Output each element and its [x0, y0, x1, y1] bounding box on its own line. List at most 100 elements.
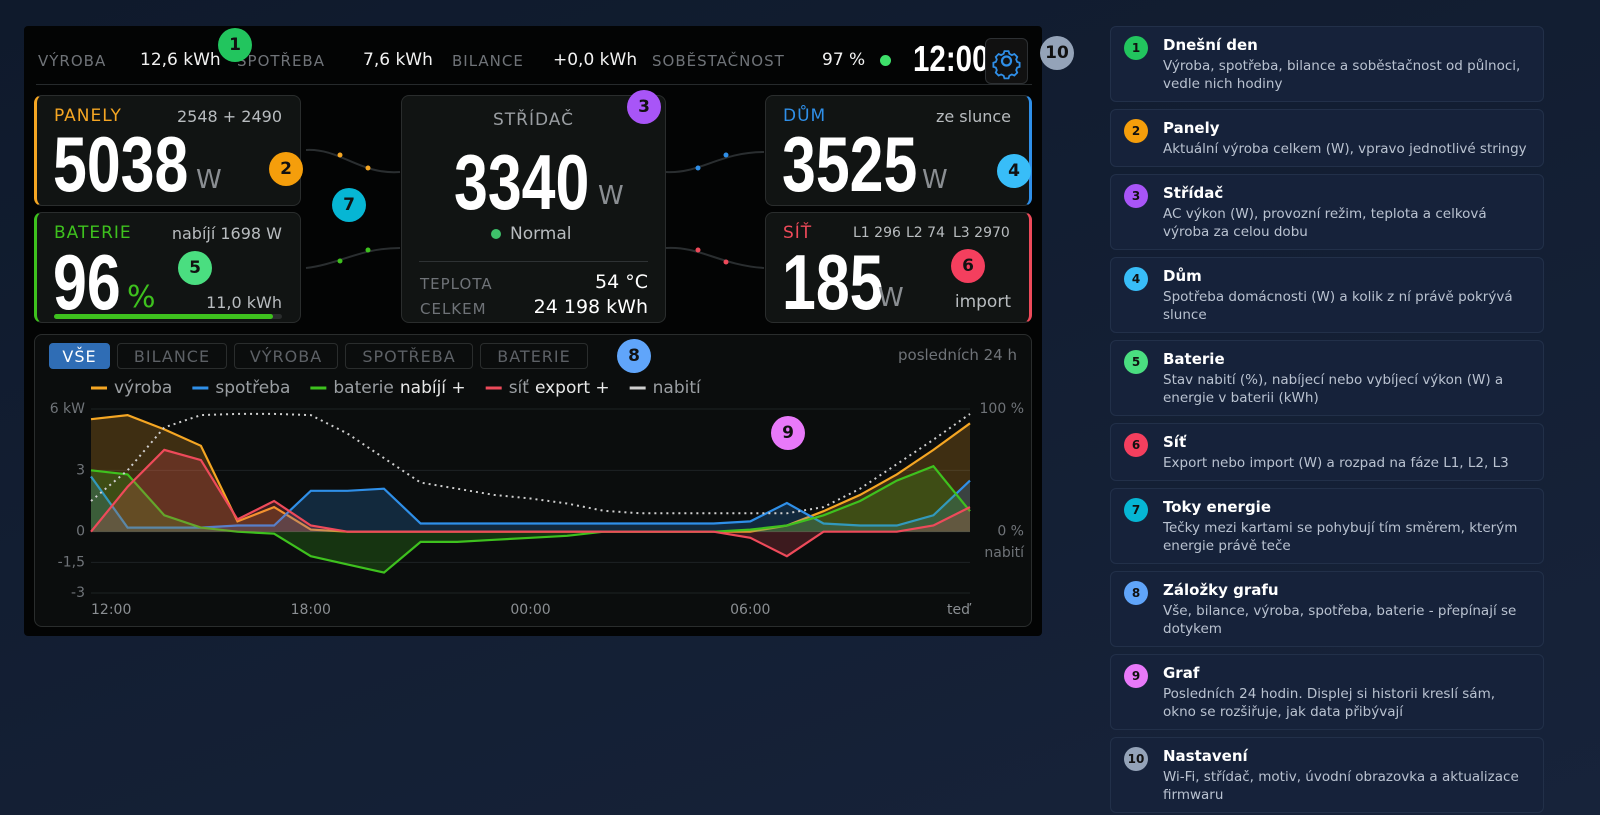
flow-lines — [305, 148, 765, 269]
stat-value: +0,0 kWh — [553, 50, 638, 70]
tab[interactable]: BATERIE — [480, 343, 588, 369]
legend-badge: 9 — [1124, 664, 1148, 688]
legend-title: Dnešní den — [1163, 36, 1258, 54]
legend-item: 10 Nastavení Wi-Fi, střídač, motiv, úvodní… — [1110, 737, 1544, 813]
legend-text: Stav nabití (%), nabíjecí nebo vybíjecí … — [1163, 372, 1504, 406]
legend-title: Graf — [1163, 664, 1200, 682]
stat-value: 97 % — [822, 50, 866, 70]
inverter-card[interactable] — [401, 95, 666, 323]
legend-title: Dům — [1163, 267, 1202, 285]
card-value: 185 — [782, 238, 884, 326]
stat-value: 7,6 kWh — [363, 50, 433, 70]
legend-item: 7 Toky energie Tečky mezi kartami se pohyb… — [1110, 488, 1544, 564]
callout: 4 — [997, 154, 1031, 188]
legend-label: baterie — [333, 378, 394, 398]
chart-card — [34, 334, 1032, 627]
card-title: STŘÍDAČ — [493, 110, 574, 130]
divider — [419, 261, 648, 262]
callout: 10 — [1040, 36, 1074, 70]
stat-label: SPOTŘEBA — [237, 52, 325, 70]
legend-list: 1 Dnešní den Výroba, spotřeba, bilance a s… — [1110, 26, 1544, 813]
row-value: 24 198 kWh — [533, 296, 648, 318]
legend-item: 1 Dnešní den Výroba, spotřeba, bilance a s… — [1110, 26, 1544, 102]
legend-text: Výroba, spotřeba, bilance a soběstačnost… — [1163, 58, 1521, 92]
tab[interactable]: VŠE — [49, 343, 110, 369]
series-line — [90, 412, 971, 515]
battery-level — [54, 314, 273, 319]
legend-badge: 5 — [1124, 350, 1148, 374]
settings-button[interactable] — [985, 38, 1028, 84]
card-value: 5038 — [53, 120, 189, 208]
legend-badge: 4 — [1124, 267, 1148, 291]
legend-badge: 1 — [1124, 36, 1148, 60]
legend-badge: 3 — [1124, 184, 1148, 208]
house-card[interactable] — [765, 95, 1032, 206]
card-detail: ze slunce — [935, 107, 1011, 126]
callout: 5 — [178, 251, 212, 285]
legend-badge: 2 — [1124, 119, 1148, 143]
legend-text: Vše, bilance, výroba, spotřeba, baterie … — [1163, 603, 1517, 637]
phase: L3 2970 — [953, 225, 1010, 241]
status-dot — [491, 229, 501, 239]
legend-title: Nastavení — [1163, 747, 1248, 765]
x-tick-label: 12:00 — [91, 602, 131, 618]
legend-text: Aktuální výroba celkem (W), vpravo jedno… — [1163, 141, 1527, 157]
callout: 2 — [269, 152, 303, 186]
tab[interactable]: BILANCE — [117, 343, 227, 369]
stat-label: SOBĚSTAČNOST — [652, 52, 785, 70]
status-dot — [880, 55, 891, 66]
legend-item: 5 Baterie Stav nabití (%), nabíjecí nebo v… — [1110, 340, 1544, 416]
settings-icon — [992, 50, 1021, 80]
chart-range: posledních 24 h — [898, 346, 1017, 364]
legend-title: Panely — [1163, 119, 1220, 137]
stat-label: VÝROBA — [38, 52, 107, 70]
legend-note: export + — [535, 378, 610, 398]
legend-title: Síť — [1163, 433, 1187, 451]
x-tick-label: teď — [947, 602, 972, 618]
series-line — [90, 475, 971, 529]
legend-text: Export nebo import (W) a rozpad na fáze … — [1163, 455, 1509, 471]
legend-label: nabití — [653, 378, 702, 398]
grid-card[interactable] — [765, 212, 1032, 323]
stat-value: 12,6 kWh — [140, 50, 221, 70]
inverter-status: Normal — [510, 224, 572, 244]
legend-item: 2 Panely Aktuální výroba celkem (W), vprav… — [1110, 109, 1544, 167]
legend-item: 8 Záložky grafu Vše, bilance, výroba, spot… — [1110, 571, 1544, 647]
area-fill — [91, 476, 970, 532]
card-detail: 2548 + 2490 — [176, 107, 282, 126]
legend-title: Toky energie — [1163, 498, 1271, 516]
legend-item: 3 Střídač AC výkon (W), provozní režim, te… — [1110, 174, 1544, 250]
legend-item: 9 Graf Posledních 24 hodin. Displej si his… — [1110, 654, 1544, 730]
x-tick-label: 06:00 — [730, 602, 770, 618]
battery-card[interactable] — [34, 212, 301, 323]
grid-direction: import — [954, 292, 1011, 312]
legend-badge: 8 — [1124, 581, 1148, 605]
callout: 1 — [218, 28, 252, 62]
y2-tick-label: 100 % — [980, 401, 1024, 417]
flow-dots — [337, 152, 729, 265]
legend-item: 6 Síť Export nebo import (W) a rozpad na f… — [1110, 423, 1544, 481]
card-detail: nabíjí 1698 W — [171, 224, 282, 243]
callout: 6 — [951, 249, 985, 283]
legend-text: Wi-Fi, střídač, motiv, úvodní obrazovka … — [1163, 769, 1519, 803]
panels-card[interactable] — [34, 95, 301, 206]
legend-badge: 10 — [1124, 747, 1148, 771]
callout: 3 — [627, 90, 661, 124]
legend-title: Záložky grafu — [1163, 581, 1279, 599]
x-tick-label: 00:00 — [510, 602, 550, 618]
card-unit: W — [922, 165, 948, 195]
legend-text: AC výkon (W), provozní režim, teplota a … — [1163, 206, 1487, 240]
battery-energy: 11,0 kWh — [206, 293, 282, 312]
tab[interactable]: SPOTŘEBA — [345, 343, 473, 369]
legend-title: Střídač — [1163, 184, 1224, 202]
callout: 9 — [771, 416, 805, 450]
legend-label: výroba — [114, 378, 172, 398]
tab[interactable]: VÝROBA — [234, 343, 338, 369]
legend-label: síť — [509, 378, 530, 398]
y-tick-label: 6 kW — [50, 401, 85, 417]
area-fill — [91, 466, 970, 573]
card-unit: W — [196, 165, 222, 195]
legend-text: Spotřeba domácnosti (W) a kolik z ní prá… — [1163, 289, 1513, 323]
card-title: SÍŤ — [783, 223, 813, 243]
